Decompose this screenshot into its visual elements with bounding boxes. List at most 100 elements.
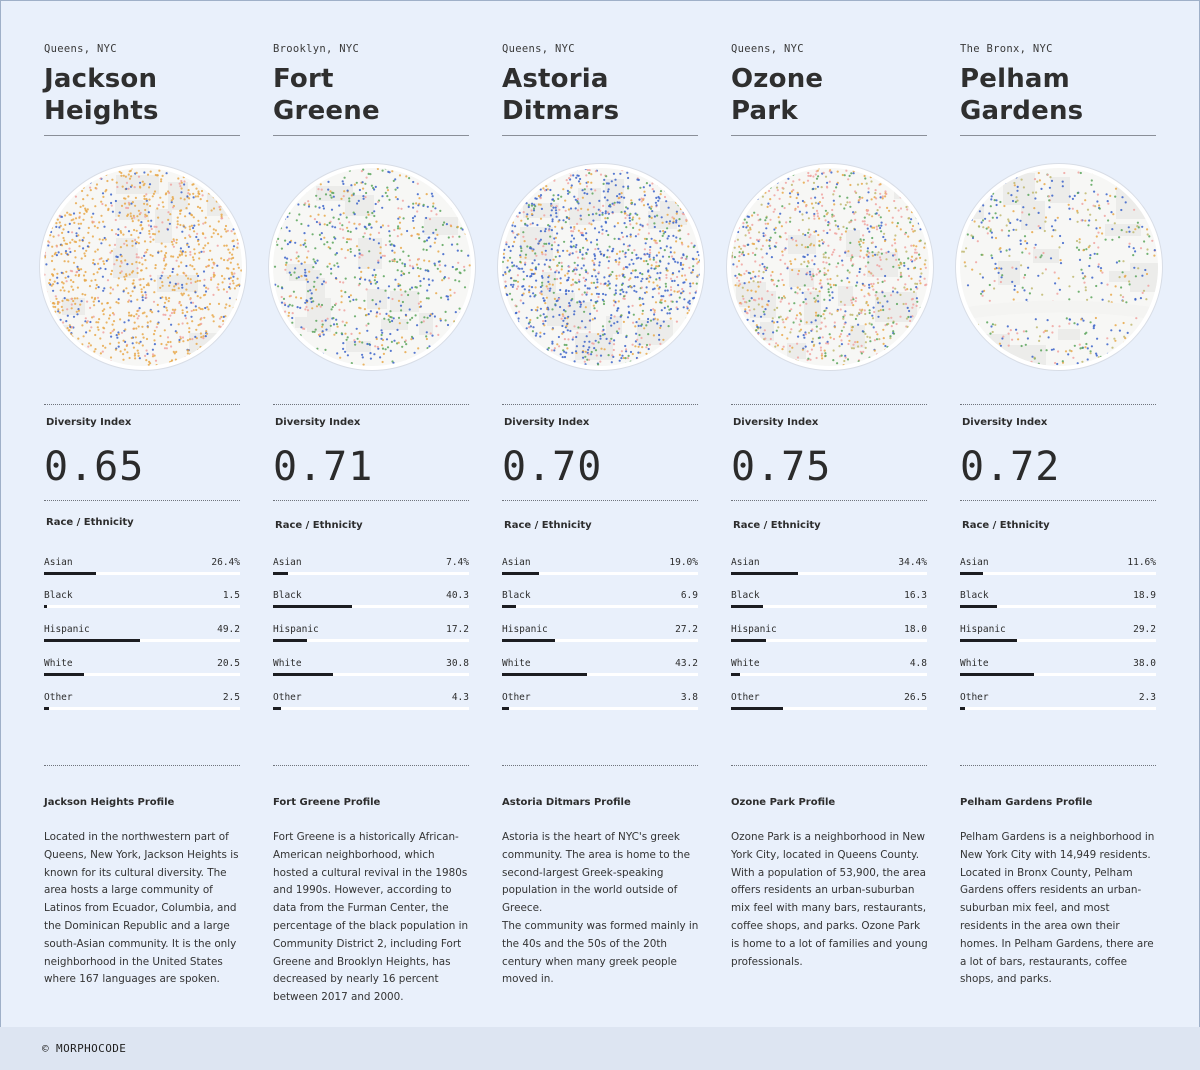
dot-density-map	[44, 168, 242, 366]
ethnicity-bar-track	[273, 605, 469, 608]
dot-density-map	[273, 168, 471, 366]
ethnicity-bar-fill	[273, 639, 307, 642]
name-line-1: Jackson	[44, 64, 158, 94]
ethnicity-bar-fill	[960, 605, 997, 608]
ethnicity-name: Other	[44, 692, 73, 703]
ethnicity-bar-fill	[44, 605, 47, 608]
neighborhood-column: The Bronx, NYC Pelham Gardens Diversity Ind…	[960, 0, 1160, 1000]
ethnicity-bar-track	[960, 639, 1156, 642]
name-line-1: Astoria	[502, 64, 609, 94]
dotted-divider	[731, 765, 927, 766]
diversity-index-label: Diversity Index	[962, 417, 1048, 428]
ethnicity-bar-track	[731, 605, 927, 608]
ethnicity-row: Hispanic 29.2	[960, 624, 1156, 644]
ethnicity-value: 49.2	[217, 624, 240, 635]
ethnicity-row: Black 16.3	[731, 590, 927, 610]
ethnicity-row: Hispanic 27.2	[502, 624, 698, 644]
dotted-divider	[502, 500, 698, 501]
name-line-2: Ditmars	[502, 96, 620, 126]
profile-text: Fort Greene is a historically African-Am…	[273, 831, 469, 1004]
ethnicity-row: Hispanic 17.2	[273, 624, 469, 644]
dotted-divider	[960, 765, 1156, 766]
dotted-divider	[44, 765, 240, 766]
ethnicity-bar-fill	[502, 673, 587, 676]
ethnicity-bar-track	[502, 605, 698, 608]
ethnicity-value: 4.8	[909, 658, 927, 669]
ethnicity-bar-track	[731, 673, 927, 676]
ethnicity-name: Asian	[960, 557, 989, 568]
ethnicity-name: Asian	[273, 557, 302, 568]
title-divider	[502, 135, 698, 136]
ethnicity-name: White	[502, 658, 531, 669]
ethnicity-name: Black	[960, 590, 989, 601]
ethnicity-bar-track	[44, 605, 240, 608]
dotted-divider	[960, 500, 1156, 501]
neighborhood-name: Pelham Gardens	[960, 63, 1160, 127]
profile-title: Ozone Park Profile	[731, 797, 836, 808]
ethnicity-bar-track	[731, 639, 927, 642]
ethnicity-bar-fill	[502, 639, 555, 642]
race-ethnicity-label: Race / Ethnicity	[275, 520, 363, 531]
name-line-2: Park	[731, 96, 798, 126]
ethnicity-bar-fill	[273, 673, 333, 676]
ethnicity-name: Hispanic	[960, 624, 1006, 635]
ethnicity-row: White 38.0	[960, 658, 1156, 678]
ethnicity-bar-track	[44, 572, 240, 575]
ethnicity-row: Asian 26.4%	[44, 557, 240, 577]
race-ethnicity-label: Race / Ethnicity	[46, 517, 134, 528]
name-line-2: Greene	[273, 96, 380, 126]
ethnicity-name: White	[273, 658, 302, 669]
ethnicity-bar-track	[960, 605, 1156, 608]
diversity-index-value: 0.70	[502, 444, 603, 490]
profile-text: Pelham Gardens is a neighborhood in New …	[960, 831, 1155, 986]
ethnicity-value: 6.9	[680, 590, 698, 601]
city-label: Brooklyn, NYC	[273, 43, 360, 55]
ethnicity-bar-track	[960, 673, 1156, 676]
ethnicity-row: Asian 34.4%	[731, 557, 927, 577]
ethnicity-value: 38.0	[1133, 658, 1156, 669]
ethnicity-name: Hispanic	[44, 624, 90, 635]
race-ethnicity-label: Race / Ethnicity	[733, 520, 821, 531]
ethnicity-name: Other	[960, 692, 989, 703]
neighborhood-column: Queens, NYC Jackson Heights Diversity Index…	[44, 0, 244, 1000]
ethnicity-bar-track	[273, 572, 469, 575]
neighborhood-column: Queens, NYC Ozone Park Diversity Index 0.75 R…	[731, 0, 931, 1000]
ethnicity-name: Hispanic	[273, 624, 319, 635]
ethnicity-bar-fill	[731, 673, 740, 676]
ethnicity-row: Other 3.8	[502, 692, 698, 712]
ethnicity-bar-fill	[731, 639, 766, 642]
footer-brand: © MORPHOCODE	[42, 1042, 127, 1055]
diversity-index-label: Diversity Index	[504, 417, 590, 428]
ethnicity-bar-fill	[960, 572, 983, 575]
ethnicity-row: White 30.8	[273, 658, 469, 678]
ethnicity-value: 4.3	[451, 692, 469, 703]
dotted-divider	[502, 765, 698, 766]
race-ethnicity-label: Race / Ethnicity	[504, 520, 592, 531]
ethnicity-bar-track	[273, 639, 469, 642]
ethnicity-name: Other	[273, 692, 302, 703]
ethnicity-bar-fill	[44, 707, 49, 710]
name-line-1: Fort	[273, 64, 334, 94]
title-divider	[273, 135, 469, 136]
ethnicity-value: 1.5	[222, 590, 240, 601]
ethnicity-name: Other	[731, 692, 760, 703]
neighborhood-name: Astoria Ditmars	[502, 63, 702, 127]
ethnicity-row: Asian 7.4%	[273, 557, 469, 577]
dot-density-map	[731, 168, 929, 366]
ethnicity-row: Hispanic 18.0	[731, 624, 927, 644]
neighborhood-column: Queens, NYC Astoria Ditmars Diversity Index…	[502, 0, 702, 1000]
ethnicity-row: Other 4.3	[273, 692, 469, 712]
dotted-divider	[502, 404, 698, 405]
ethnicity-bar-fill	[960, 673, 1034, 676]
city-label: Queens, NYC	[44, 43, 117, 55]
dotted-divider	[731, 500, 927, 501]
profile-title: Jackson Heights Profile	[44, 797, 175, 808]
profile-title: Pelham Gardens Profile	[960, 797, 1093, 808]
dotted-divider	[44, 500, 240, 501]
ethnicity-bar-fill	[502, 707, 509, 710]
diversity-index-value: 0.72	[960, 444, 1061, 490]
ethnicity-row: Other 2.5	[44, 692, 240, 712]
ethnicity-name: Asian	[731, 557, 760, 568]
ethnicity-row: Other 26.5	[731, 692, 927, 712]
title-divider	[731, 135, 927, 136]
